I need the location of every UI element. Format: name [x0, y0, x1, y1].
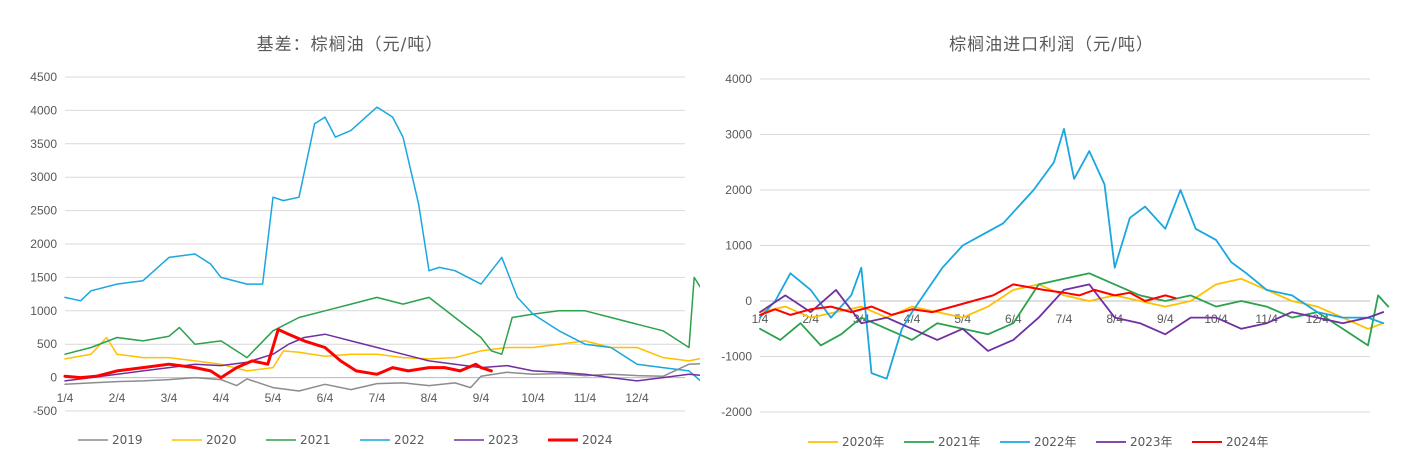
legend-label: 2022年: [1034, 435, 1077, 449]
chart-title: 基差：棕榈油（元/吨）: [256, 35, 444, 55]
x-tick-label: 5/4: [265, 391, 282, 405]
x-tick-label: 8/4: [1106, 312, 1123, 326]
legend-item: 2021: [266, 433, 331, 447]
y-tick-label: -2000: [721, 405, 752, 419]
series-line-2024: [63, 328, 493, 380]
y-tick-label: 3500: [30, 137, 57, 151]
legend-label: 2020年: [842, 435, 885, 449]
legend-label: 2022: [394, 433, 425, 447]
y-tick-label: 1000: [30, 304, 57, 318]
x-tick-label: 11/4: [574, 391, 597, 405]
x-tick-label: 9/4: [473, 391, 490, 405]
series-line-2023年: [759, 283, 1385, 352]
legend-item: 2020年: [808, 435, 885, 449]
x-tick-label: 1/4: [57, 391, 74, 405]
series-line-2021: [64, 276, 700, 359]
x-tick-label: 12/4: [625, 391, 649, 405]
x-tick-label: 6/4: [317, 391, 334, 405]
import-profit-chart-panel: 棕榈油进口利润（元/吨） -2000 -1000 0 1000 2000 3000 4000…: [700, 0, 1403, 468]
y-tick-label: -500: [33, 404, 57, 418]
x-tick-label: 11/4: [1255, 312, 1278, 326]
y-tick-label: 4500: [30, 70, 57, 84]
legend-item: 2022年: [1000, 435, 1077, 449]
legend-item: 2021年: [904, 435, 981, 449]
y-tick-label: 1500: [30, 270, 57, 284]
y-tick-label: 500: [37, 337, 57, 351]
legend-item: 2023: [454, 433, 519, 447]
y-tick-label: 1000: [725, 239, 752, 253]
y-tick-label: 4000: [30, 103, 57, 117]
x-tick-label: 4/4: [904, 312, 921, 326]
x-tick-label: 1/4: [752, 312, 769, 326]
legend-label: 2024年: [1226, 435, 1269, 449]
series-line-2020: [64, 336, 700, 372]
y-tick-label: 0: [50, 371, 57, 385]
x-tick-label: 4/4: [213, 391, 230, 405]
legend-label: 2021: [300, 433, 331, 447]
y-tick-label: 2500: [30, 204, 57, 218]
y-tick-label: 3000: [30, 170, 57, 184]
series-line-2022: [64, 106, 700, 382]
legend-item: 2022: [360, 433, 425, 447]
legend-item: 2020: [172, 433, 237, 447]
x-tick-label: 10/4: [521, 391, 545, 405]
y-tick-label: 3000: [725, 128, 752, 142]
legend-item: 2024: [548, 433, 613, 447]
chart-title: 棕榈油进口利润（元/吨）: [949, 35, 1154, 55]
y-tick-label: 2000: [725, 183, 752, 197]
x-tick-label: 9/4: [1157, 312, 1174, 326]
x-tick-label: 7/4: [369, 391, 386, 405]
y-tick-label: 4000: [725, 72, 752, 86]
legend-label: 2024: [582, 433, 613, 447]
x-tick-label: 3/4: [161, 391, 178, 405]
x-tick-label: 8/4: [421, 391, 438, 405]
legend-label: 2019: [112, 433, 143, 447]
x-tick-label: 2/4: [109, 391, 126, 405]
x-tick-label: 7/4: [1056, 312, 1073, 326]
legend-item: 2019: [78, 433, 143, 447]
series-line-2022年: [759, 127, 1385, 380]
legend-item: 2024年: [1192, 435, 1269, 449]
series-line-2021年: [759, 272, 1390, 347]
series-line-2019: [64, 363, 700, 392]
legend-label: 2023: [488, 433, 519, 447]
legend-label: 2021年: [938, 435, 981, 449]
series-line-2024年: [759, 283, 1177, 316]
y-tick-label: 0: [745, 294, 752, 308]
legend-label: 2023年: [1130, 435, 1173, 449]
x-tick-label: 10/4: [1204, 312, 1228, 326]
legend-item: 2023年: [1096, 435, 1173, 449]
basis-chart-panel: 基差：棕榈油（元/吨） -500 0 500 1000 1500 2000 2500 3000…: [0, 0, 700, 468]
y-tick-label: -1000: [721, 350, 752, 364]
basis-chart-svg: -500 0 500 1000 1500 2000 2500 3000 3500 4000 4500…: [30, 70, 700, 447]
legend-label: 2020: [206, 433, 237, 447]
y-tick-label: 2000: [30, 237, 57, 251]
